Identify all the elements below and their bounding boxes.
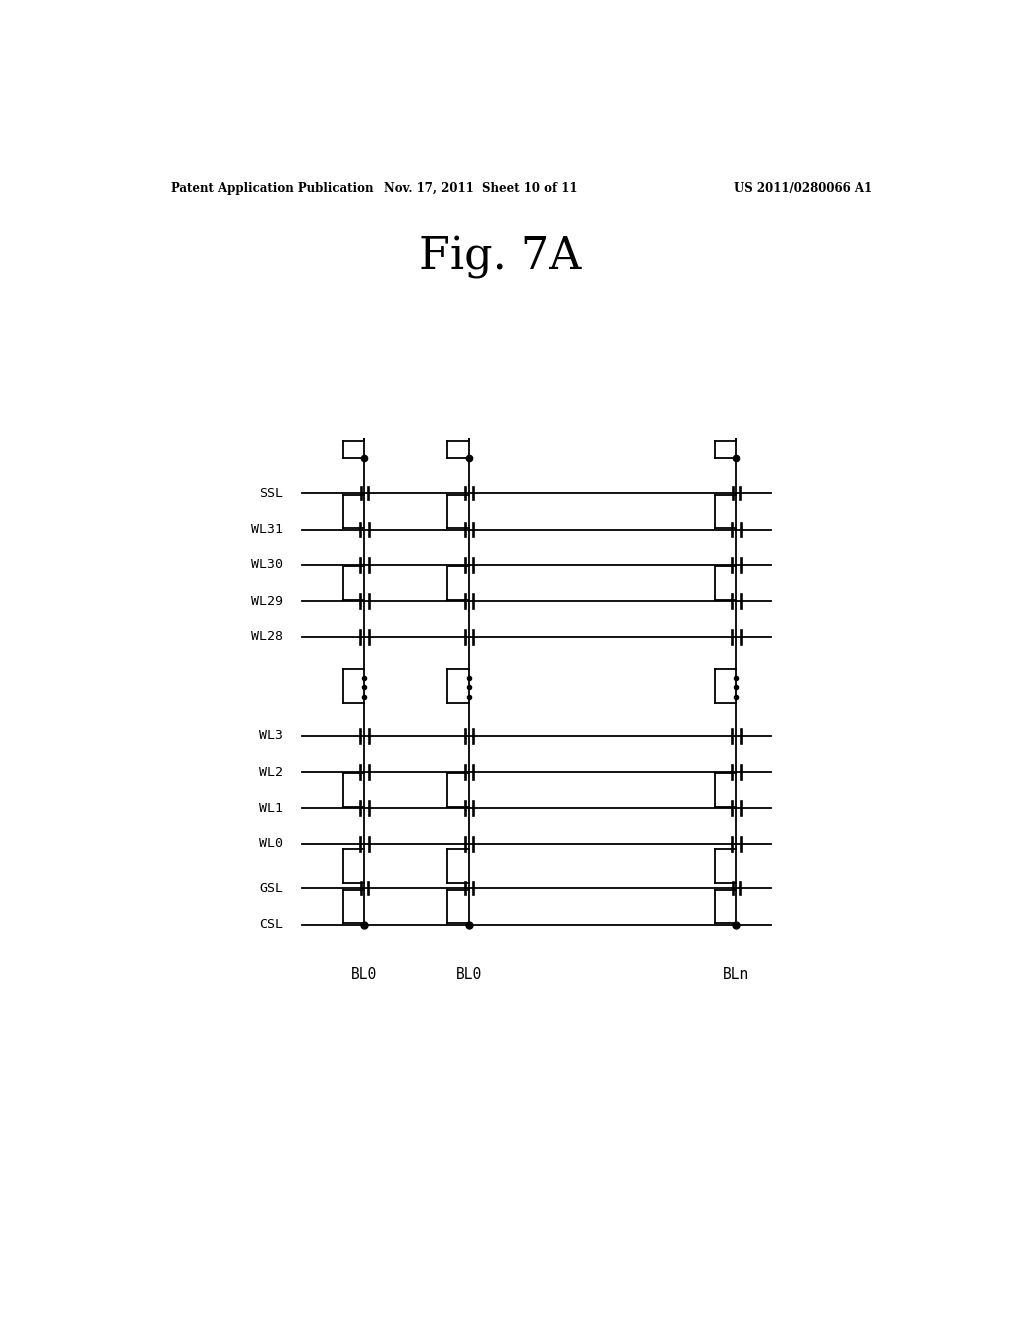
Text: BL0: BL0 [351, 966, 378, 982]
Text: Nov. 17, 2011  Sheet 10 of 11: Nov. 17, 2011 Sheet 10 of 11 [384, 182, 578, 194]
Text: Patent Application Publication: Patent Application Publication [171, 182, 373, 194]
Text: SSL: SSL [259, 487, 283, 500]
Text: WL28: WL28 [251, 630, 283, 643]
Text: WL2: WL2 [259, 766, 283, 779]
Text: WL1: WL1 [259, 801, 283, 814]
Text: BLn: BLn [723, 966, 750, 982]
Text: WL29: WL29 [251, 594, 283, 607]
Text: WL31: WL31 [251, 523, 283, 536]
Text: CSL: CSL [259, 917, 283, 931]
Text: GSL: GSL [259, 882, 283, 895]
Text: US 2011/0280066 A1: US 2011/0280066 A1 [734, 182, 872, 194]
Text: WL0: WL0 [259, 837, 283, 850]
Text: WL3: WL3 [259, 730, 283, 742]
Text: WL30: WL30 [251, 558, 283, 572]
Text: Fig. 7A: Fig. 7A [419, 235, 582, 279]
Text: BL0: BL0 [456, 966, 482, 982]
